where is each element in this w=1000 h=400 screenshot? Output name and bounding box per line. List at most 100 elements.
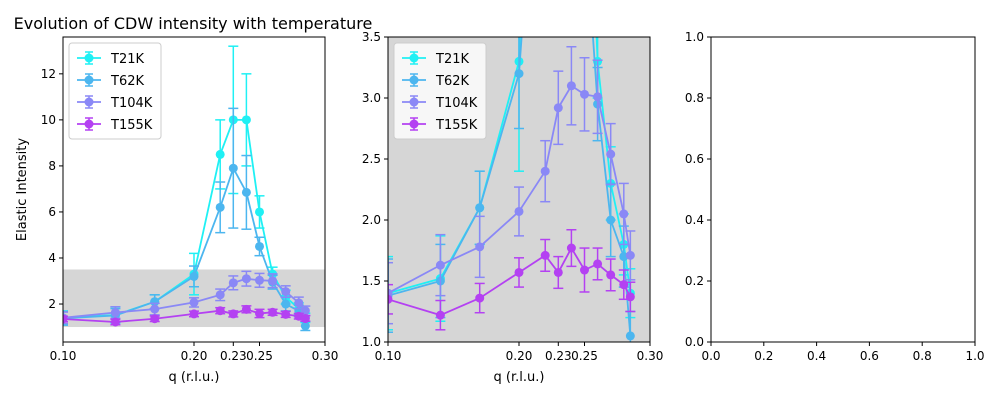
legend-item-T104K: T104K <box>77 95 153 111</box>
data-point[interactable] <box>228 278 238 288</box>
data-point[interactable] <box>268 307 278 317</box>
legend-marker <box>409 53 419 63</box>
data-point[interactable] <box>110 317 120 327</box>
data-point[interactable] <box>215 306 225 316</box>
data-point[interactable] <box>566 81 576 91</box>
data-point[interactable] <box>435 310 445 320</box>
data-point[interactable] <box>241 115 251 125</box>
x-tick-label: 0.30 <box>637 349 664 363</box>
data-point[interactable] <box>150 304 160 314</box>
data-point[interactable] <box>215 290 225 300</box>
data-point[interactable] <box>281 309 291 319</box>
series-T155K <box>59 304 311 327</box>
series-group <box>59 45 311 332</box>
data-point[interactable] <box>475 293 485 303</box>
data-point[interactable] <box>625 292 635 302</box>
data-point[interactable] <box>580 89 589 99</box>
legend-marker <box>84 119 94 129</box>
data-point[interactable] <box>215 149 225 159</box>
y-axis-label: Elastic Intensity <box>15 138 30 241</box>
data-point[interactable] <box>189 271 199 281</box>
legend-label: T155K <box>110 118 153 133</box>
data-point[interactable] <box>294 298 304 308</box>
legend-marker <box>84 97 94 107</box>
data-point[interactable] <box>619 209 629 219</box>
data-point[interactable] <box>268 276 278 286</box>
data-point[interactable] <box>59 314 68 324</box>
y-tick-label: 0.6 <box>685 152 704 166</box>
x-tick-label: 0.8 <box>913 349 932 363</box>
data-point[interactable] <box>255 308 264 318</box>
data-point[interactable] <box>150 314 160 324</box>
data-point[interactable] <box>189 297 199 307</box>
data-point[interactable] <box>619 280 629 290</box>
data-point[interactable] <box>255 275 264 285</box>
data-point[interactable] <box>606 270 616 280</box>
data-point[interactable] <box>228 163 238 173</box>
data-point[interactable] <box>540 250 550 260</box>
x-tick-label: 0.25 <box>246 349 273 363</box>
y-tick-label: 1.0 <box>685 30 704 44</box>
x-tick-label: 0.20 <box>181 349 208 363</box>
data-point[interactable] <box>255 241 264 251</box>
data-point[interactable] <box>566 243 576 253</box>
legend-label: T104K <box>435 96 478 111</box>
data-point[interactable] <box>241 274 251 284</box>
legend-label: T21K <box>110 52 144 67</box>
data-point[interactable] <box>475 242 485 252</box>
data-point[interactable] <box>475 203 485 213</box>
data-point[interactable] <box>215 202 225 212</box>
chart-panel-2: 0.10 0.20 0.23 0.25 0.30 1.0 1.5 2.0 2.5 3.0 3.5 q … <box>362 30 664 385</box>
y-tick-label: 6 <box>48 205 56 219</box>
y-tick-label: 1.0 <box>362 335 381 349</box>
data-point[interactable] <box>435 260 445 270</box>
data-point[interactable] <box>281 287 291 297</box>
legend-marker <box>409 75 419 85</box>
x-axis-label: q (r.l.u.) <box>494 370 545 385</box>
data-point[interactable] <box>514 267 524 277</box>
data-point[interactable] <box>514 206 524 216</box>
data-point[interactable] <box>300 314 310 324</box>
data-point[interactable] <box>241 187 251 197</box>
legend-label: T155K <box>435 118 478 133</box>
data-point[interactable] <box>580 265 589 275</box>
x-tick-label: 0.2 <box>754 349 773 363</box>
data-point[interactable] <box>300 321 310 331</box>
data-point[interactable] <box>553 103 563 113</box>
x-tick-label: 0.20 <box>506 349 533 363</box>
data-point[interactable] <box>606 215 616 225</box>
data-point[interactable] <box>553 267 563 277</box>
y-tick-label: 0.0 <box>685 335 704 349</box>
data-point[interactable] <box>228 309 238 319</box>
data-point[interactable] <box>606 149 616 159</box>
x-tick-label: 1.0 <box>965 349 984 363</box>
data-point[interactable] <box>281 299 291 309</box>
series-line <box>388 37 632 336</box>
x-tick-label: 0.6 <box>860 349 879 363</box>
y-tick-label: 2.5 <box>362 152 381 166</box>
data-point[interactable] <box>540 166 550 176</box>
data-point[interactable] <box>625 331 635 341</box>
legend-item-T62K: T62K <box>402 73 469 89</box>
data-point[interactable] <box>384 294 393 304</box>
x-tick-label: 0.23 <box>545 349 572 363</box>
data-point[interactable] <box>625 250 635 260</box>
y-tick-label: 2.0 <box>362 213 381 227</box>
data-point[interactable] <box>593 259 603 269</box>
chart-panel-3: 0.0 0.2 0.4 0.6 0.8 1.0 0.0 0.2 0.4 0.6 0.8 1.0 <box>685 30 985 363</box>
data-point[interactable] <box>110 308 120 318</box>
data-point[interactable] <box>255 207 264 217</box>
data-point[interactable] <box>241 304 251 314</box>
legend-marker <box>409 119 419 129</box>
data-point[interactable] <box>189 309 199 319</box>
legend-label: T21K <box>435 52 469 67</box>
legend-item-T21K: T21K <box>402 51 469 67</box>
legend-item-T21K: T21K <box>77 51 144 67</box>
x-tick-label: 0.30 <box>312 349 339 363</box>
axes-frame <box>710 36 976 343</box>
data-point[interactable] <box>593 92 603 102</box>
data-point[interactable] <box>514 69 524 79</box>
x-tick-label: 0.10 <box>375 349 402 363</box>
